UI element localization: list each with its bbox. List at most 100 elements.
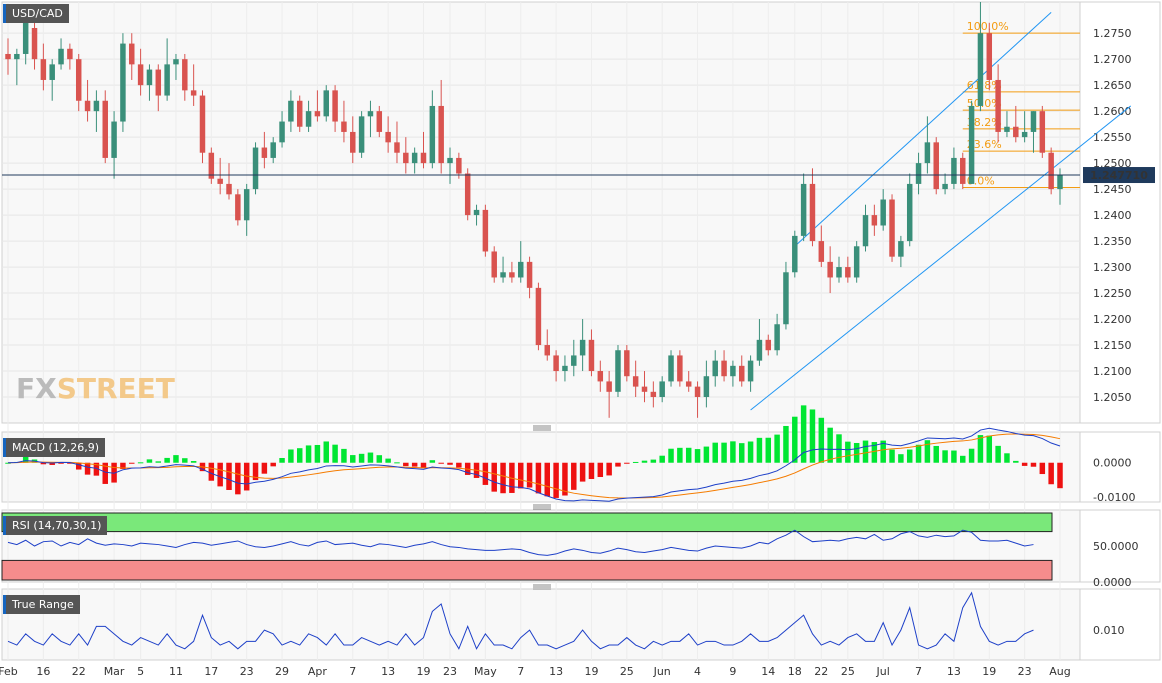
macd-histogram-bar <box>367 452 374 463</box>
macd-histogram-bar <box>58 462 64 464</box>
date-tick-label: Jun <box>653 665 671 678</box>
macd-histogram-bar <box>456 462 462 468</box>
macd-histogram-bar <box>1030 462 1037 467</box>
macd-histogram-bar <box>164 457 170 463</box>
macd-histogram-bar <box>898 454 904 463</box>
rsi-tick-label: 50.0000 <box>1093 540 1139 553</box>
macd-histogram-bar <box>120 462 126 470</box>
date-tick-label: 22 <box>814 665 828 678</box>
candle-body <box>606 381 612 392</box>
candle-body <box>173 59 179 65</box>
date-tick-label: 16 <box>36 665 50 678</box>
macd-histogram-bar <box>1048 462 1054 485</box>
macd-histogram-bar <box>411 462 418 467</box>
macd-signal-line <box>7 433 1061 499</box>
candle-body <box>129 43 135 65</box>
candle-body <box>1030 111 1037 132</box>
fib-level-label: 61.8% <box>967 79 1002 92</box>
macd-histogram-bar <box>853 442 860 463</box>
candle-body <box>597 371 604 382</box>
candle-body <box>146 69 153 86</box>
price-tick-label: 1.2300 <box>1093 261 1132 274</box>
fib-level-label: 100.0% <box>967 20 1009 33</box>
candle-body <box>588 339 595 372</box>
date-tick-label: 7 <box>349 665 356 678</box>
macd-histogram-bar <box>845 441 851 463</box>
macd-histogram-bar <box>818 417 825 463</box>
candle-body <box>120 43 126 122</box>
macd-histogram-bar <box>500 462 506 494</box>
fib-level-label: 23.6% <box>967 138 1002 151</box>
candle-body <box>739 365 745 382</box>
macd-histogram-bar <box>685 447 692 463</box>
candle-body <box>836 267 842 278</box>
rsi-panel-axis <box>1079 509 1161 583</box>
macd-tick-label: -0.0100 <box>1093 491 1135 504</box>
date-tick-label: 22 <box>72 665 86 678</box>
candle-body <box>703 376 710 398</box>
true-range-line <box>7 591 1034 650</box>
price-tick-label: 1.2350 <box>1093 235 1132 248</box>
date-tick-label: 17 <box>204 665 218 678</box>
candle-body <box>721 360 727 377</box>
candle-body <box>933 142 939 190</box>
candle-body <box>411 152 418 164</box>
macd-histogram-bar <box>208 462 215 481</box>
macd-histogram-bar <box>491 462 497 492</box>
candle-body <box>862 215 869 247</box>
macd-histogram-bar <box>84 462 91 475</box>
date-tick-label: 18 <box>788 665 802 678</box>
date-tick-label: 7 <box>915 665 922 678</box>
candle-body <box>765 339 772 351</box>
macd-histogram-bar <box>579 462 586 482</box>
macd-histogram-bar <box>1013 460 1019 463</box>
macd-histogram-bar <box>323 441 329 463</box>
candle-body <box>5 53 11 60</box>
macd-label: MACD (12,26,9) <box>3 438 106 457</box>
candle-body <box>562 365 568 372</box>
price-panel <box>1 1 1081 424</box>
price-tick-label: 1.2750 <box>1093 27 1132 40</box>
candle-body <box>31 27 38 60</box>
macd-histogram-bar <box>862 440 869 463</box>
candle-body <box>464 173 471 216</box>
date-tick-label: 25 <box>841 665 855 678</box>
fib-level-label: 50.0% <box>967 97 1002 110</box>
price-panel-axis <box>1079 1 1161 424</box>
candle-body <box>1057 174 1063 190</box>
candle-body <box>296 100 303 127</box>
macd-histogram-bar <box>146 459 153 463</box>
macd-histogram-bar <box>535 462 542 494</box>
macd-histogram-bar <box>1021 462 1028 466</box>
macd-histogram-bar <box>358 453 365 463</box>
candle-body <box>615 350 621 392</box>
macd-histogram-bar <box>385 458 391 463</box>
macd-histogram-bar <box>288 449 294 463</box>
macd-histogram-bar <box>173 455 179 463</box>
macd-histogram-bar <box>597 462 604 477</box>
macd-histogram-bar <box>40 462 47 465</box>
channel-upper-line <box>794 12 1052 247</box>
candle-body <box>1048 152 1054 190</box>
candle-body <box>668 355 674 382</box>
candle-body <box>783 272 789 325</box>
channel-lower-line <box>750 105 1132 411</box>
true-range-label: True Range <box>3 595 80 614</box>
rsi-tick-label: 0.0000 <box>1093 576 1132 589</box>
macd-histogram-bar <box>93 462 100 476</box>
macd-histogram-bar <box>889 449 895 463</box>
macd-histogram-bar <box>906 449 913 463</box>
macd-histogram-bar <box>951 450 957 463</box>
date-tick-label: 19 <box>982 665 996 678</box>
macd-histogram-bar <box>1039 462 1046 475</box>
price-tick-label: 1.2050 <box>1093 391 1132 404</box>
date-tick-label: 11 <box>169 665 183 678</box>
macd-histogram-bar <box>350 455 356 463</box>
macd-histogram-bar <box>624 462 630 464</box>
macd-histogram-bar <box>880 440 886 463</box>
macd-histogram-bar <box>5 462 11 464</box>
candle-body <box>968 105 975 184</box>
macd-histogram-bar <box>960 455 966 463</box>
candle-body <box>624 350 630 377</box>
